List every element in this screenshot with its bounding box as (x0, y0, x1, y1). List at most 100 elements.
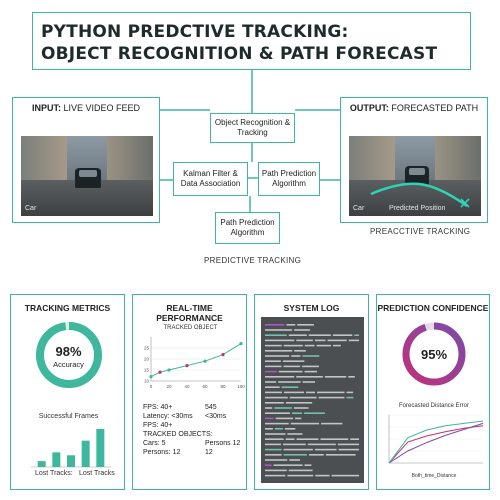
log-line-mark (265, 391, 282, 394)
performance-stat-left: Persons: 12 (143, 449, 181, 456)
performance-stats-right: 545 <30ms Persons 12 12 (205, 403, 240, 457)
log-line-mark (282, 443, 306, 446)
log-line-mark (284, 428, 296, 430)
node-path-prediction-bottom: Path Prediction Algorithm (215, 212, 280, 244)
log-line-mark (289, 459, 301, 461)
log-line-mark (324, 376, 347, 378)
log-line-mark (337, 443, 359, 446)
distance-error-line-chart (388, 414, 484, 464)
output-heading-light: FORECASTED PATH (391, 103, 479, 113)
log-line-mark (265, 324, 285, 326)
accuracy-value: 98% (55, 344, 82, 359)
log-line-mark (265, 329, 293, 331)
log-line-mark (265, 417, 274, 420)
log-line-mark (265, 350, 293, 352)
log-line-mark (346, 396, 354, 399)
log-line-mark (289, 396, 317, 399)
perf-x-tick: 100 (237, 384, 245, 389)
log-line-mark (265, 386, 280, 388)
lost-tracks-right: Lost Tracks (79, 470, 115, 477)
log-line-mark (265, 474, 286, 477)
log-line-mark (308, 334, 331, 336)
log-line-mark (307, 443, 336, 446)
performance-stat-right: 12 (205, 449, 213, 456)
log-line-mark (265, 355, 290, 357)
frames-bar (37, 461, 46, 467)
log-line-mark (265, 422, 289, 425)
accuracy-ring (36, 322, 102, 388)
performance-stats-left: FPS: 40+ Latency: <30ms FPS: 40+ TRACKED OB… (143, 403, 213, 457)
log-line-mark (265, 370, 277, 373)
log-line-mark (265, 454, 282, 456)
performance-stat-right (205, 421, 240, 430)
tracked-object-chart-title: TRACKED OBJECT (163, 325, 218, 331)
log-line-mark (315, 474, 330, 477)
log-line-mark (265, 339, 295, 342)
log-line-mark (265, 396, 288, 399)
log-line-mark (320, 438, 349, 440)
log-line-mark (265, 344, 282, 347)
output-car-label: Car (353, 205, 365, 212)
title-line-1: PYTHON PREDCTIVE TRACKING: (41, 22, 349, 42)
input-video-frame: Car (21, 136, 153, 216)
log-line-mark (285, 438, 295, 440)
distance-error-x-label: Both_time_Distance (411, 473, 457, 479)
log-line-mark (288, 334, 307, 336)
node-path-prediction-right: Path Prediction Algorithm (258, 162, 320, 196)
perf-x-tick: 20 (166, 384, 172, 389)
log-line-mark (283, 448, 313, 451)
performance-stat-right (205, 430, 240, 439)
perf-y-tick: 20 (144, 357, 150, 362)
output-car-image (405, 166, 429, 185)
tracking-metrics-card: TRACKING METRICS 98% Accuracy Successful… (10, 294, 125, 490)
performance-stat-right: Persons 12 (205, 440, 241, 447)
tracked-object-line-chart: 10 15 20 25 0 20 40 60 80 100 (144, 337, 245, 389)
title-line-2: OBJECT RECOGNITION & PATH FORECAST (41, 44, 438, 64)
log-line-mark (296, 339, 313, 342)
log-line-mark (274, 407, 292, 409)
perf-data-point (149, 375, 153, 379)
log-line-mark (275, 417, 294, 420)
log-line-mark (316, 344, 331, 347)
performance-stat-left: Cars: 5 (143, 440, 166, 447)
log-line-mark (281, 386, 299, 388)
log-line-mark (297, 324, 314, 326)
output-heading-bold: OUTPUT: (349, 103, 389, 113)
log-line-mark (318, 396, 345, 399)
prediction-confidence-title: PREDICTION CONFIDENCE (377, 303, 489, 313)
log-line-mark (283, 344, 303, 347)
log-line-mark (296, 438, 319, 440)
log-line-mark (265, 443, 281, 446)
input-heading: INPUT: LIVE VIDEO FEED (13, 103, 159, 113)
log-line-mark (350, 438, 359, 440)
error-series-line (388, 422, 484, 464)
performance-stat-right: 545 (205, 404, 217, 411)
log-line-mark (265, 438, 284, 440)
frames-bar (67, 455, 75, 467)
performance-stat-left: FPS: 40+ (143, 404, 173, 411)
error-series-line (388, 425, 484, 464)
log-line-mark (265, 412, 290, 414)
log-line-mark (283, 454, 307, 456)
performance-stat-left: Latency: <30ms (143, 413, 193, 420)
system-log-output (261, 317, 364, 483)
log-line-mark (265, 448, 282, 451)
log-line-mark (265, 433, 286, 435)
log-line-mark (346, 391, 354, 394)
log-line-mark (286, 324, 296, 326)
log-line-mark (295, 417, 302, 420)
log-line-mark (308, 454, 324, 456)
lost-tracks-left: Lost Tracks: (35, 470, 73, 477)
perf-data-point (167, 368, 171, 372)
log-line-mark (302, 365, 319, 368)
log-line-mark (304, 464, 312, 466)
distance-error-chart-title: Forecasted Distance Error (398, 403, 470, 409)
log-line-mark (283, 365, 301, 368)
confidence-ring (402, 322, 466, 386)
log-line-mark (283, 391, 305, 394)
log-line-mark (304, 344, 315, 347)
performance-stat-right: <30ms (205, 413, 227, 420)
input-car-image (75, 168, 101, 188)
log-line-mark (302, 355, 320, 357)
log-line-mark (303, 412, 325, 414)
